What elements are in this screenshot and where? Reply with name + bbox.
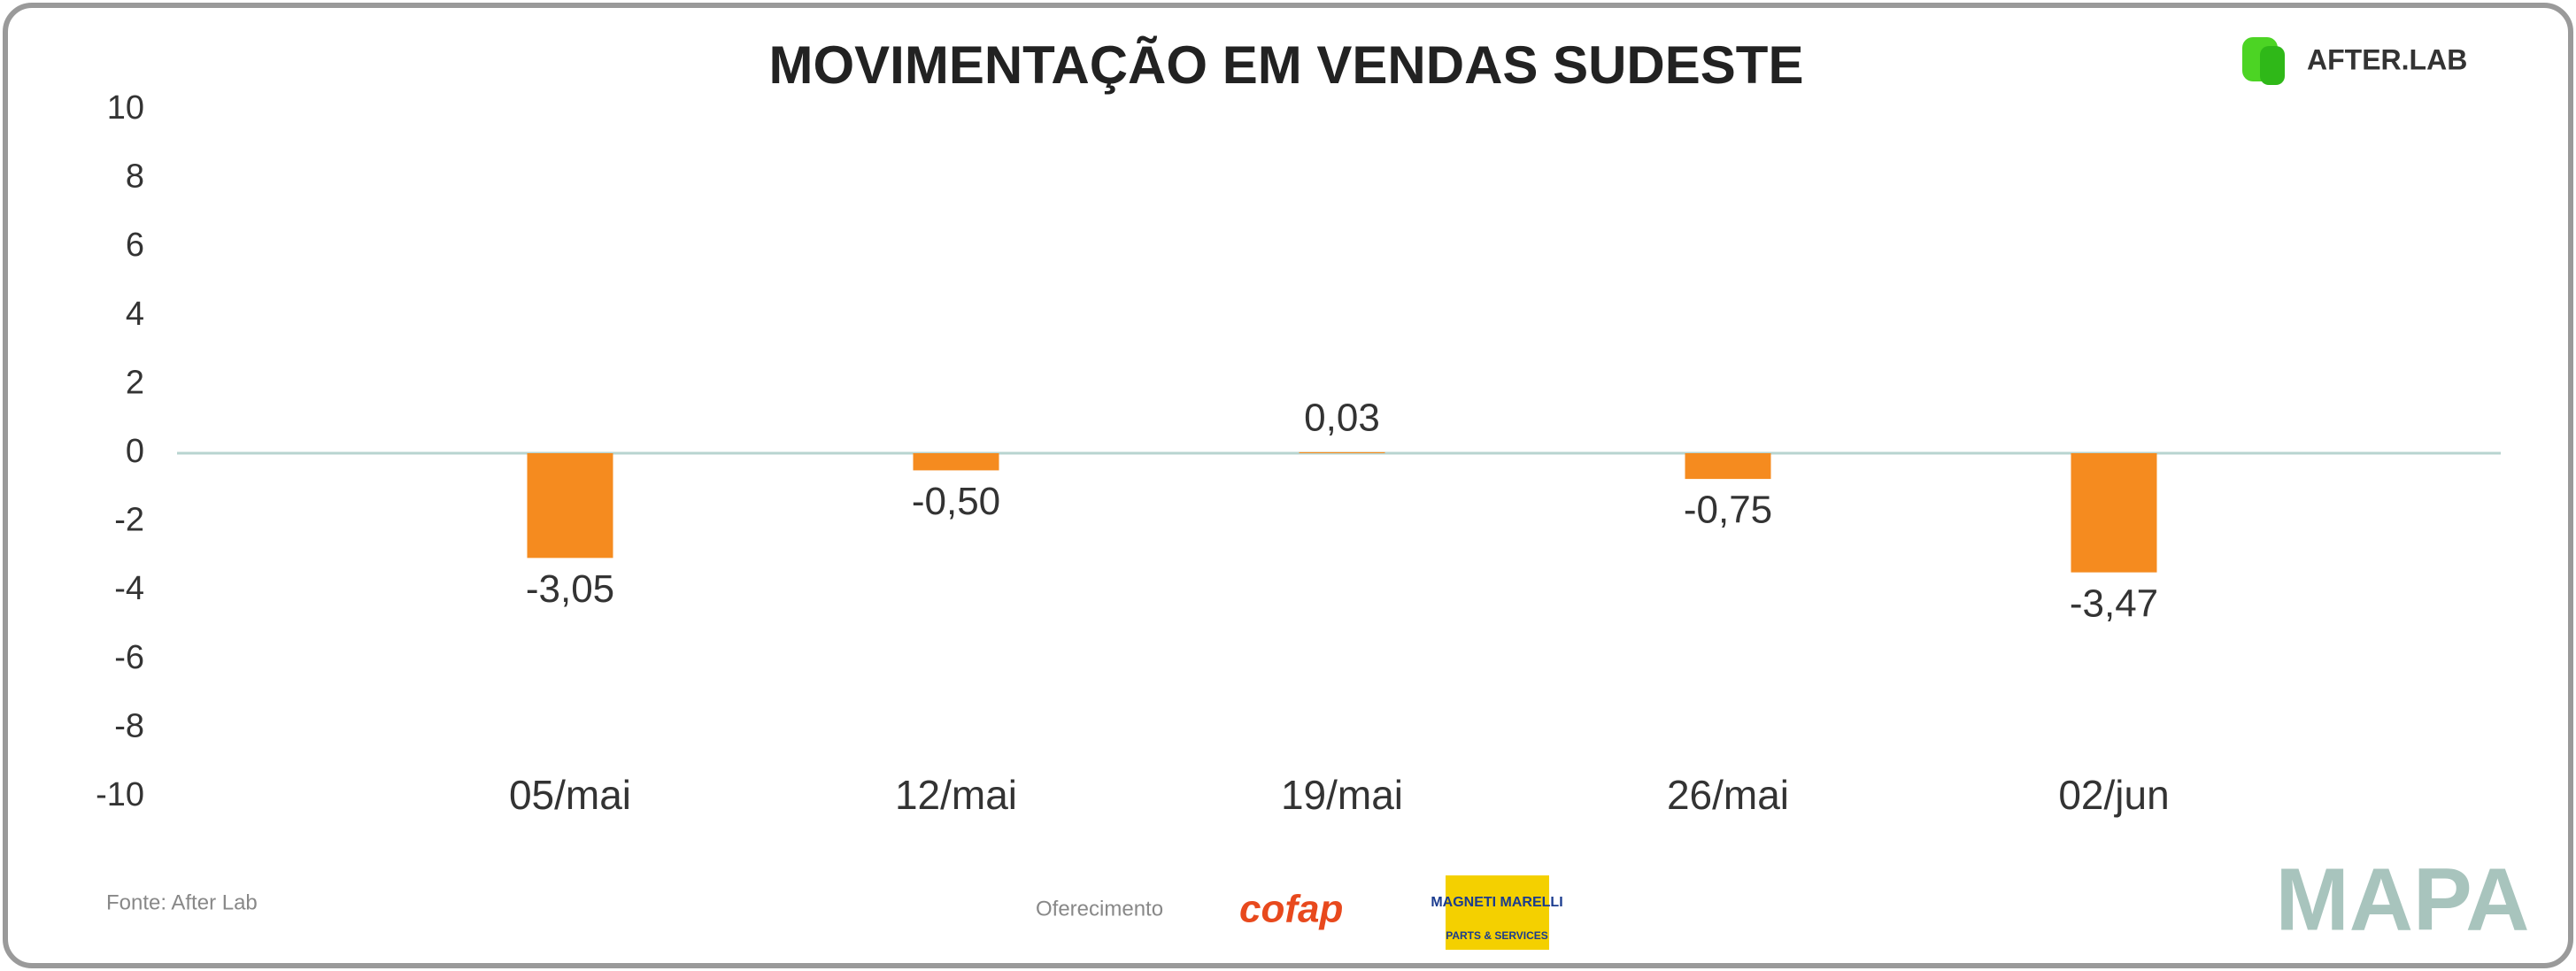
y-tick-label: -6 <box>114 639 144 676</box>
x-tick-label: 19/mai <box>1281 772 1403 818</box>
bar <box>1299 451 1385 453</box>
source-note: Fonte: After Lab <box>106 890 258 914</box>
bar <box>527 453 613 559</box>
bar <box>913 453 999 471</box>
data-label: -3,47 <box>2070 582 2158 625</box>
logo-icon <box>2260 46 2285 85</box>
y-tick-label: 4 <box>126 296 144 333</box>
y-tick-label: 2 <box>126 364 144 401</box>
data-label: -3,05 <box>526 567 614 611</box>
y-tick-label: -10 <box>96 776 144 813</box>
bar <box>1685 453 1771 480</box>
cofap-logo: cofap <box>1239 888 1343 931</box>
data-label: -0,50 <box>912 480 1000 523</box>
y-tick-label: 10 <box>107 89 144 127</box>
data-label: 0,03 <box>1304 396 1380 439</box>
x-tick-label: 26/mai <box>1667 772 1789 818</box>
y-tick-label: -4 <box>114 570 144 607</box>
y-tick-label: 8 <box>126 158 144 196</box>
x-tick-label: 12/mai <box>895 772 1017 818</box>
afterlab-logo: AFTER.LAB <box>2307 43 2467 75</box>
x-tick-label: 02/jun <box>2058 772 2169 818</box>
frame <box>3 3 2573 968</box>
magneti-logo-sub: PARTS & SERVICES <box>1446 929 1548 942</box>
y-tick-label: -2 <box>114 502 144 539</box>
y-tick-label: -8 <box>114 707 144 744</box>
mapa-logo: MAPA <box>2275 850 2529 949</box>
y-tick-label: 0 <box>126 433 144 470</box>
magneti-logo: MAGNETI MARELLI <box>1431 895 1562 910</box>
data-label: -0,75 <box>1684 489 1772 532</box>
magneti-logo-box <box>1446 875 1549 950</box>
bar <box>2071 453 2157 573</box>
x-tick-label: 05/mai <box>509 772 631 818</box>
y-tick-label: 6 <box>126 227 144 264</box>
sponsor-label: Oferecimento <box>1036 897 1163 921</box>
chart-title: MOVIMENTAÇÃO EM VENDAS SUDESTE <box>769 35 1804 95</box>
